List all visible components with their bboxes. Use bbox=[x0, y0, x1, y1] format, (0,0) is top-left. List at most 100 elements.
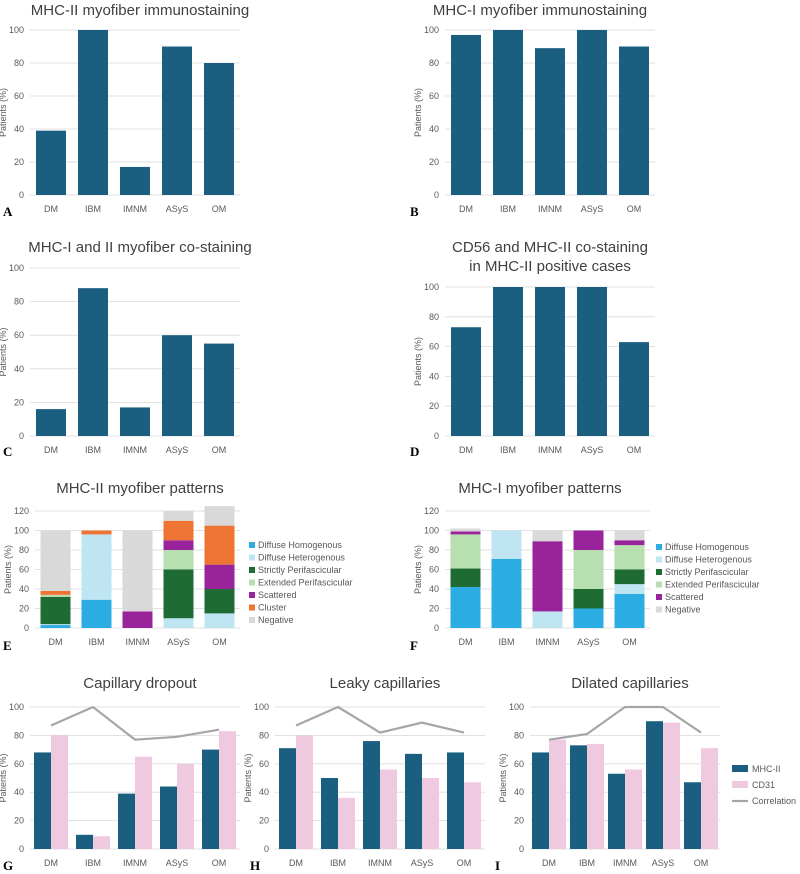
y-tick-label: 40 bbox=[514, 787, 524, 797]
chart-title: MHC-I myofiber patterns bbox=[458, 480, 621, 497]
bar-segment-negative bbox=[614, 530, 645, 541]
y-tick-label: 60 bbox=[259, 759, 269, 769]
bar-ibm bbox=[78, 288, 108, 436]
x-tick-label: DM bbox=[44, 858, 58, 868]
bar-ibm bbox=[78, 30, 108, 195]
bar-segment-negative bbox=[122, 530, 153, 612]
x-tick-label: DM bbox=[44, 445, 58, 455]
x-tick-label: IBM bbox=[330, 858, 346, 868]
x-tick-label: OM bbox=[212, 858, 227, 868]
legend-swatch bbox=[249, 567, 255, 573]
panel-letter: C bbox=[3, 444, 12, 459]
y-tick-label: 20 bbox=[429, 401, 439, 411]
y-tick-label: 40 bbox=[429, 124, 439, 134]
x-tick-label: OM bbox=[627, 445, 642, 455]
x-tick-label: OM bbox=[212, 637, 227, 647]
bar-om bbox=[204, 63, 234, 195]
bar-imnm bbox=[535, 287, 565, 436]
bar-dm bbox=[451, 34, 481, 196]
y-tick-label: 60 bbox=[14, 91, 24, 101]
bar-asys bbox=[577, 30, 607, 195]
y-axis-title: Patients (%) bbox=[0, 327, 8, 376]
x-tick-label: DM bbox=[49, 637, 63, 647]
bar-mhc-ii bbox=[160, 786, 177, 849]
chart-title: MHC-II myofiber immunostaining bbox=[31, 2, 249, 19]
y-axis-title: Patients (%) bbox=[498, 753, 508, 802]
bar-segment-diffuse-heterogenous bbox=[163, 618, 194, 628]
legend-swatch bbox=[656, 544, 662, 550]
y-tick-label: 40 bbox=[19, 584, 29, 594]
x-tick-label: ASyS bbox=[652, 858, 675, 868]
x-tick-label: IMNM bbox=[368, 858, 392, 868]
bar-segment-diffuse-heterogenous bbox=[81, 534, 112, 600]
panel-letter: F bbox=[410, 638, 418, 653]
bar-segment-diffuse-homogenous bbox=[491, 558, 522, 628]
x-tick-label: IBM bbox=[500, 445, 516, 455]
x-tick-label: IBM bbox=[85, 204, 101, 214]
y-tick-label: 100 bbox=[9, 263, 24, 273]
y-tick-label: 40 bbox=[259, 787, 269, 797]
y-tick-label: 60 bbox=[14, 759, 24, 769]
bar-cd31 bbox=[51, 735, 68, 849]
bar-cd31 bbox=[296, 735, 313, 849]
x-tick-label: OM bbox=[212, 204, 227, 214]
y-axis-title: Patients (%) bbox=[413, 88, 423, 137]
bar-segment-scattered bbox=[450, 531, 481, 535]
x-tick-label: ASyS bbox=[577, 637, 600, 647]
y-tick-label: 0 bbox=[264, 844, 269, 854]
x-tick-label: IBM bbox=[85, 858, 101, 868]
bar-cd31 bbox=[663, 722, 680, 849]
bar-asys bbox=[162, 46, 192, 195]
y-tick-label: 0 bbox=[434, 623, 439, 633]
bar-mhc-ii bbox=[405, 753, 422, 849]
bar-mhc-ii bbox=[76, 834, 93, 849]
x-tick-label: IBM bbox=[498, 637, 514, 647]
legend-label: Diffuse Heterogenous bbox=[665, 555, 752, 565]
bar-asys bbox=[577, 287, 607, 436]
y-tick-label: 60 bbox=[429, 565, 439, 575]
bar-cd31 bbox=[549, 739, 566, 849]
legend-swatch bbox=[249, 592, 255, 598]
legend-swatch bbox=[656, 606, 662, 613]
bar-mhc-ii bbox=[570, 745, 587, 849]
bar-segment-strictly-perifascicular bbox=[450, 568, 481, 588]
y-tick-label: 20 bbox=[14, 157, 24, 167]
x-tick-label: IBM bbox=[500, 204, 516, 214]
bar-segment-negative bbox=[204, 506, 235, 526]
legend-swatch bbox=[656, 581, 662, 588]
bar-imnm bbox=[535, 48, 565, 196]
y-tick-label: 20 bbox=[14, 816, 24, 826]
bar-segment-scattered bbox=[163, 540, 194, 550]
bar-segment-cluster bbox=[81, 530, 112, 535]
y-axis-title: Patients (%) bbox=[3, 545, 13, 594]
panel-letter: G bbox=[3, 858, 13, 873]
legend-swatch bbox=[249, 542, 255, 548]
chart-panel-a: MHC-II myofiber immunostaining 0 20 40 60 80 1… bbox=[0, 2, 249, 219]
legend-label: MHC-II bbox=[752, 764, 781, 774]
y-tick-label: 0 bbox=[24, 623, 29, 633]
bar-segment-scattered bbox=[614, 540, 645, 546]
bar-cd31 bbox=[93, 836, 110, 849]
x-tick-label: IMNM bbox=[538, 204, 562, 214]
x-tick-label: IBM bbox=[579, 858, 595, 868]
x-tick-label: ASyS bbox=[166, 204, 189, 214]
x-tick-label: OM bbox=[212, 445, 227, 455]
bar-segment-diffuse-homogenous bbox=[450, 587, 481, 628]
bar-cd31 bbox=[701, 748, 718, 849]
bar-segment-diffuse-heterogenous bbox=[204, 613, 235, 628]
legend-swatch bbox=[732, 765, 748, 772]
panel-letter: E bbox=[3, 638, 12, 653]
bar-cd31 bbox=[587, 743, 604, 849]
y-tick-label: 80 bbox=[514, 730, 524, 740]
y-tick-label: 60 bbox=[514, 759, 524, 769]
x-tick-label: DM bbox=[459, 204, 473, 214]
legend-swatch bbox=[249, 579, 255, 586]
bar-mhc-ii bbox=[202, 749, 219, 849]
y-tick-label: 40 bbox=[429, 371, 439, 381]
legend-swatch bbox=[732, 781, 748, 788]
panel-letter: B bbox=[410, 204, 419, 219]
legend-label: Scattered bbox=[665, 592, 704, 602]
panel-letter: H bbox=[250, 858, 260, 873]
bar-segment-extended-perifascicular bbox=[163, 550, 194, 570]
x-tick-label: ASyS bbox=[166, 445, 189, 455]
